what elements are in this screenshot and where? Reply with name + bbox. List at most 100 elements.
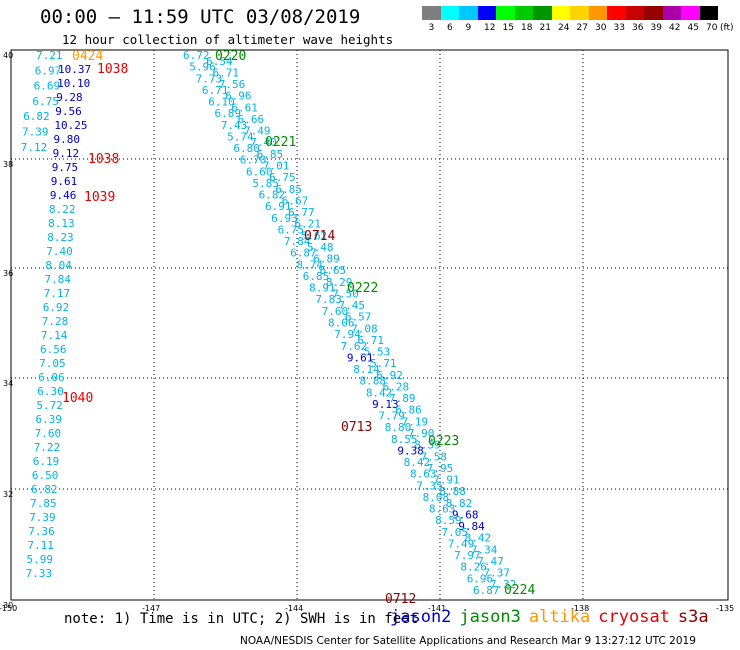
lat-tick-label: 30 [3, 601, 13, 610]
legend-cryosat: cryosat [598, 607, 670, 627]
wave-height-label: 9.13 [372, 398, 399, 411]
wave-height-label: 6.56 [40, 343, 67, 356]
wave-height-label: 6.89 [313, 253, 340, 266]
pass-time-label: 0714 [304, 229, 335, 244]
wave-height-label: 8.22 [49, 203, 76, 216]
wave-height-label: 8.42 [404, 456, 431, 469]
wave-height-label: 6.71 [357, 334, 384, 347]
color-bin [607, 6, 626, 20]
color-bin [644, 6, 663, 20]
pass-time-label: 0221 [265, 135, 296, 150]
wave-height-label: 8.63 [410, 468, 437, 481]
wave-height-label: 6.57 [345, 311, 372, 324]
color-bin [422, 6, 441, 20]
wave-height-label: 7.19 [402, 415, 429, 428]
wave-height-label: 6.75 [278, 223, 305, 236]
wave-height-label: 7.01 [263, 159, 290, 172]
wave-height-label: 8.91 [309, 282, 336, 295]
wave-height-label: 8.26 [460, 561, 487, 574]
wave-height-label: 9.84 [458, 520, 485, 533]
wave-height-label: 7.91 [433, 474, 460, 487]
wave-height-label: 6.91 [265, 200, 292, 213]
wave-height-label: 8.42 [465, 532, 492, 545]
wave-height-label: 8.82 [446, 497, 473, 510]
pass-time-label: 1040 [62, 391, 93, 406]
wave-height-label: 7.43 [221, 119, 248, 132]
wave-height-label: 8.63 [429, 503, 456, 516]
wave-height-label: 6.89 [215, 107, 242, 120]
wave-height-label: 8.08 [423, 491, 450, 504]
lon-tick-label: -144 [285, 604, 303, 613]
color-bin [570, 6, 589, 20]
lon-tick-label: -138 [571, 604, 589, 613]
color-bin-label: 12 [483, 23, 496, 33]
lon-tick-label: -147 [142, 604, 160, 613]
wave-height-label: 6.70 [240, 154, 267, 167]
pass-time-label: 0224 [504, 583, 535, 598]
wave-height-label: 6.61 [231, 101, 258, 114]
pass-time-label: 0712 [385, 592, 416, 607]
wave-height-label: 5.99 [27, 553, 54, 566]
wave-height-label: 7.94 [334, 328, 361, 341]
satellite-legend: jason2 jason3 altika cryosat s3a [390, 607, 717, 627]
pass-time-label: 0713 [341, 420, 372, 435]
wave-height-label: 6.75 [269, 171, 296, 184]
wave-height-label: 10.37 [58, 63, 91, 76]
wave-height-label: 6.85 [257, 148, 284, 161]
wave-height-label: 7.37 [484, 567, 511, 580]
color-bin [551, 6, 570, 20]
wave-height-label: 6.77 [288, 206, 315, 219]
wave-height-label: 10.10 [57, 77, 90, 90]
color-bin-label: 36 [631, 23, 644, 33]
lon-tick-label: -135 [716, 604, 734, 613]
wave-height-label: 6.97 [35, 64, 62, 77]
wave-height-label: 7.11 [27, 539, 54, 552]
lat-tick-label: 38 [3, 160, 13, 169]
pass-time-label: 0220 [215, 49, 246, 64]
wave-height-label: 6.71 [202, 84, 229, 97]
wave-height-label: 6.06 [38, 371, 64, 384]
lon-tick-label: -141 [428, 604, 446, 613]
wave-height-label: 9.46 [50, 189, 77, 202]
pass-time-label: 1039 [84, 190, 115, 205]
wave-height-label: 7.08 [351, 322, 378, 335]
wave-height-label: 8.88 [439, 485, 466, 498]
color-bin [496, 6, 515, 20]
color-bin-label: 39 [650, 23, 662, 33]
wave-height-label: 7.35 [416, 479, 443, 492]
wave-height-label: 8.88 [360, 375, 387, 388]
wave-height-label: 6.50 [32, 469, 59, 482]
color-bin [459, 6, 478, 20]
wave-height-label: 7.22 [34, 441, 61, 454]
color-bin [440, 6, 459, 20]
wave-height-label: 7.56 [219, 78, 246, 91]
wave-height-label: 6.19 [33, 455, 60, 468]
wave-height-label: 9.80 [54, 133, 81, 146]
wave-height-label: 8.13 [48, 217, 75, 230]
color-bin-label: 42 [668, 23, 681, 33]
wave-height-label: 7.49 [244, 125, 271, 138]
wave-height-label: 6.69 [34, 80, 61, 93]
wave-height-label: 7.97 [454, 549, 481, 562]
page-title: 00:00 – 11:59 UTC 03/08/2019 [40, 6, 361, 28]
wave-height-label: 5.72 [36, 399, 63, 412]
lon-tick-label: -150 [0, 604, 17, 613]
wave-height-label: 6.96 [467, 572, 494, 585]
legend-altika: altika [528, 607, 591, 627]
wave-height-label: 6.87 [473, 584, 500, 597]
wave-height-label: 6.85 [276, 183, 303, 196]
wave-height-label: 8.74 [296, 258, 323, 271]
wave-height-label: 7.79 [378, 410, 405, 423]
pass-time-label: 1038 [97, 62, 128, 77]
wave-height-label: 6.65 [320, 264, 347, 277]
wave-height-label: 6.54 [206, 55, 233, 68]
wave-height-label: 7.47 [477, 555, 504, 568]
wave-height-label: 6.82 [31, 483, 58, 496]
color-bin-label: 33 [613, 23, 625, 33]
wave-height-label: 7.05 [441, 526, 468, 539]
color-bin [477, 6, 496, 20]
wave-height-label: 7.95 [427, 462, 454, 475]
wave-height-label: 6.96 [225, 90, 252, 103]
wave-height-label: 7.36 [28, 525, 55, 538]
